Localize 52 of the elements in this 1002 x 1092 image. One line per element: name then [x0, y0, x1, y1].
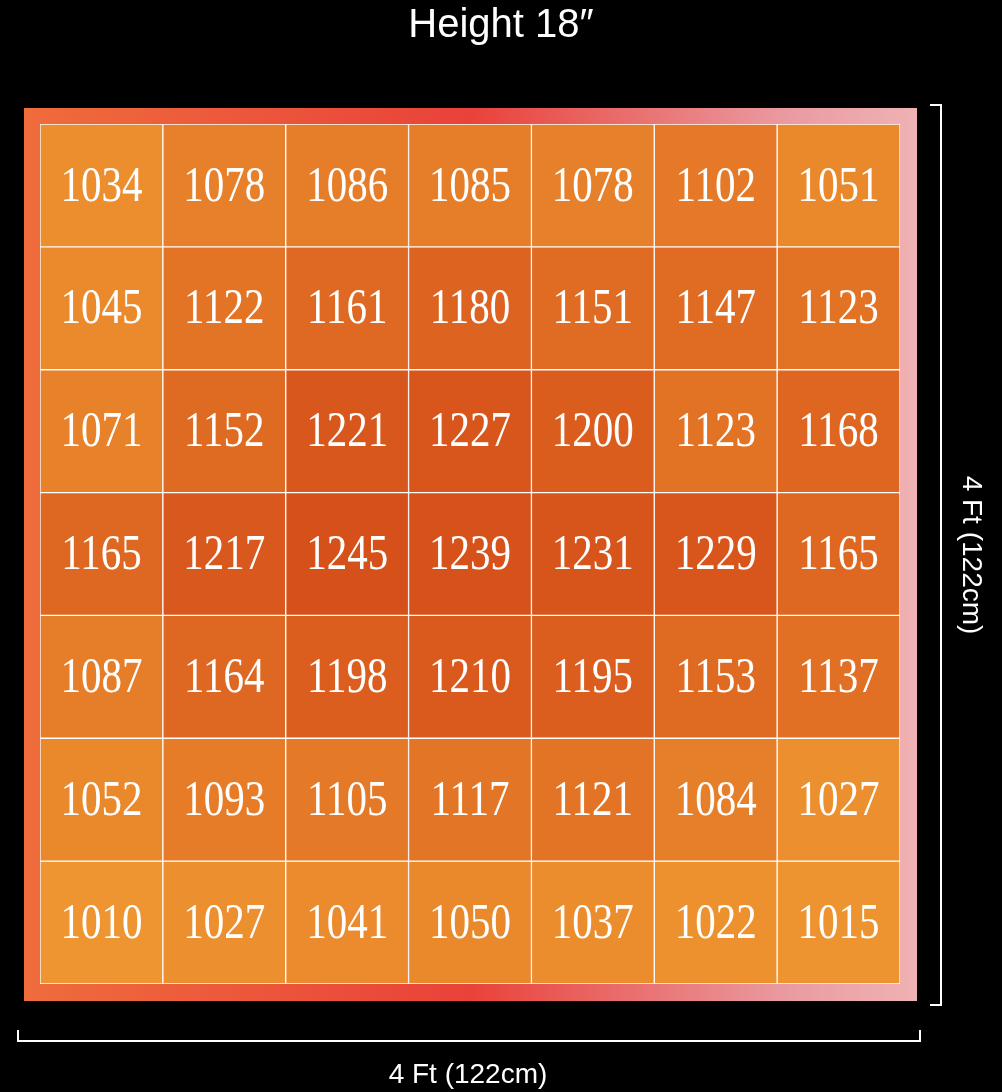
- data-label: 1027: [797, 770, 880, 826]
- data-label: 1078: [551, 155, 634, 212]
- chart-title: Height 18″: [407, 0, 595, 46]
- data-label: 1147: [675, 278, 756, 335]
- data-label: 1102: [675, 155, 756, 212]
- data-label: 1217: [183, 524, 266, 581]
- data-label: 1168: [798, 401, 879, 458]
- data-label: 1221: [306, 401, 389, 458]
- data-label: 1200: [551, 401, 634, 458]
- data-label: 1227: [429, 401, 511, 458]
- data-label: 1195: [552, 647, 634, 703]
- data-label: 1086: [306, 155, 389, 212]
- data-label: 1229: [674, 524, 757, 581]
- data-label: 1122: [184, 278, 265, 335]
- data-label: 1180: [429, 278, 511, 335]
- data-label: 1164: [184, 647, 265, 703]
- data-label: 1093: [183, 770, 266, 826]
- data-label: 1137: [798, 647, 879, 703]
- data-label: 1037: [551, 892, 634, 949]
- data-label: 1245: [306, 524, 389, 581]
- data-label: 1078: [183, 155, 266, 212]
- data-label: 1165: [61, 524, 142, 581]
- data-label: 1085: [429, 155, 511, 212]
- x-axis-title: 4 Ft (122cm): [387, 1058, 549, 1090]
- data-label: 1087: [60, 647, 143, 703]
- data-label: 1152: [184, 401, 265, 458]
- data-label: 1022: [674, 892, 757, 949]
- data-label: 1050: [429, 892, 511, 949]
- data-label: 1231: [551, 524, 634, 581]
- data-label: 1123: [675, 401, 756, 458]
- data-label: 1239: [429, 524, 511, 581]
- data-label: 1123: [798, 278, 879, 335]
- data-label: 1084: [674, 770, 757, 826]
- data-label: 1161: [306, 278, 388, 335]
- data-label: 1121: [552, 770, 634, 826]
- data-label: 1051: [797, 155, 880, 212]
- data-label: 1105: [306, 770, 388, 826]
- data-label: 1151: [552, 278, 634, 335]
- data-label: 1117: [430, 770, 510, 826]
- data-label: 1045: [60, 278, 143, 335]
- data-label: 1041: [306, 892, 389, 949]
- data-label: 1027: [183, 892, 266, 949]
- data-label: 1015: [797, 892, 880, 949]
- data-label: 1010: [60, 892, 143, 949]
- data-label: 1052: [60, 770, 143, 826]
- data-label: 1153: [675, 647, 756, 703]
- y2-axis-title: 4 Ft (122cm): [956, 475, 988, 635]
- data-label: 1210: [429, 647, 511, 703]
- data-label: 1034: [60, 155, 143, 212]
- data-label: 1198: [306, 647, 388, 703]
- data-label: 1165: [798, 524, 879, 581]
- data-label: 1071: [60, 401, 143, 458]
